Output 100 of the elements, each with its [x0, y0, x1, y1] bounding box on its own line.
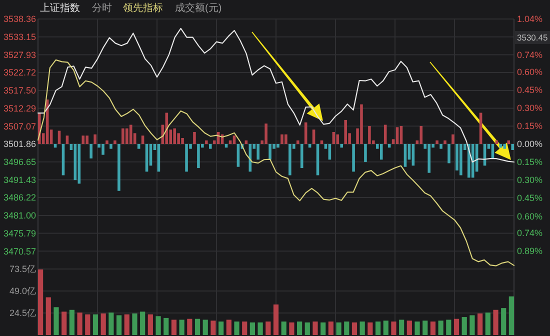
y-tick-label: 49.0亿	[9, 286, 36, 296]
bar	[118, 144, 120, 191]
bar	[250, 322, 256, 335]
bar	[258, 322, 263, 335]
bar	[428, 144, 430, 173]
bar	[125, 128, 128, 144]
bar	[197, 144, 200, 168]
bar	[332, 132, 336, 144]
bar	[85, 314, 90, 335]
y-tick-label: 0.45%	[517, 85, 543, 96]
bar	[352, 322, 358, 335]
bar	[141, 136, 144, 144]
bar	[256, 144, 260, 160]
bar	[276, 144, 280, 148]
bar	[106, 140, 108, 144]
bar	[399, 320, 404, 335]
bar	[273, 304, 279, 335]
text: 领先指标	[123, 2, 163, 14]
bar	[375, 322, 381, 335]
bar	[503, 144, 506, 149]
y-tick-label: 0.15%	[517, 157, 543, 168]
bar	[344, 120, 347, 144]
y-tick-label: 24.5亿	[9, 308, 36, 318]
bar	[312, 130, 316, 144]
y-tick-label: 3491.43	[3, 174, 36, 185]
bar	[336, 322, 342, 335]
y-tick-label: 0.60%	[517, 67, 543, 78]
bar	[414, 322, 420, 335]
bar	[171, 320, 177, 335]
bar	[116, 315, 122, 335]
bar	[226, 320, 232, 335]
bar	[336, 134, 340, 144]
bar	[420, 126, 423, 144]
bar	[281, 322, 286, 335]
bar	[391, 322, 396, 335]
bar	[185, 144, 188, 172]
bar	[62, 312, 67, 335]
y-tick-label: 0.89%	[517, 246, 543, 256]
bar	[54, 307, 59, 335]
y-tick-label: 3512.29	[3, 103, 36, 114]
y-tick-label: 3475.79	[3, 228, 36, 238]
y-tick-label: 3481.00	[3, 210, 36, 221]
bar	[344, 322, 350, 335]
bar	[132, 313, 138, 335]
bar	[108, 312, 114, 335]
bar	[69, 310, 74, 335]
bar	[460, 144, 462, 176]
y-tick-label: 3496.65	[3, 156, 36, 167]
bar	[444, 140, 446, 144]
y-tick-label: 0.74%	[517, 50, 543, 60]
bar	[173, 128, 176, 144]
bar	[242, 322, 248, 335]
y-tick-label: 3522.72	[3, 68, 36, 78]
bar	[296, 322, 302, 335]
bar	[114, 140, 116, 144]
bar	[110, 144, 112, 149]
bar	[360, 104, 363, 144]
bar	[470, 315, 475, 335]
bar	[137, 144, 140, 149]
y-tick-label: 0.45%	[517, 193, 543, 204]
bar	[380, 144, 383, 160]
bar	[179, 320, 184, 335]
y-tick-label: 0.00%	[517, 139, 543, 150]
bar	[296, 140, 300, 144]
bar	[448, 144, 450, 164]
y-tick-label: 3507.07	[3, 121, 36, 132]
bar	[493, 310, 498, 335]
bar	[508, 296, 514, 335]
bar	[288, 144, 292, 176]
bar	[368, 322, 373, 335]
text: 分时	[92, 2, 112, 14]
bar	[452, 134, 454, 144]
text: 上证指数	[40, 2, 80, 14]
bar	[316, 144, 320, 176]
y-tick-label: 0.74%	[517, 228, 543, 238]
bar	[328, 322, 334, 335]
chart-title: 成交额(元)	[175, 3, 222, 14]
bar	[430, 322, 436, 335]
bar	[284, 134, 288, 144]
bar	[501, 308, 506, 335]
y-tick-label: 3470.57	[3, 246, 36, 256]
bar	[205, 140, 208, 144]
bar	[232, 136, 236, 144]
bar	[436, 140, 438, 144]
line-series	[37, 59, 515, 266]
bar	[438, 320, 444, 335]
y-tick-label: 0.60%	[517, 211, 543, 222]
y-tick-label: 0.30%	[517, 103, 543, 114]
y-tick-label: 3533.15	[3, 32, 36, 42]
bar	[304, 322, 310, 335]
bar	[234, 322, 240, 335]
bar	[94, 134, 96, 144]
bar	[208, 144, 212, 149]
bar	[218, 322, 224, 335]
bar	[187, 318, 192, 335]
bar	[352, 144, 355, 172]
bar	[404, 144, 407, 167]
y-tick-label: 3517.50	[3, 86, 36, 96]
bar	[82, 136, 85, 144]
bar	[364, 144, 367, 162]
